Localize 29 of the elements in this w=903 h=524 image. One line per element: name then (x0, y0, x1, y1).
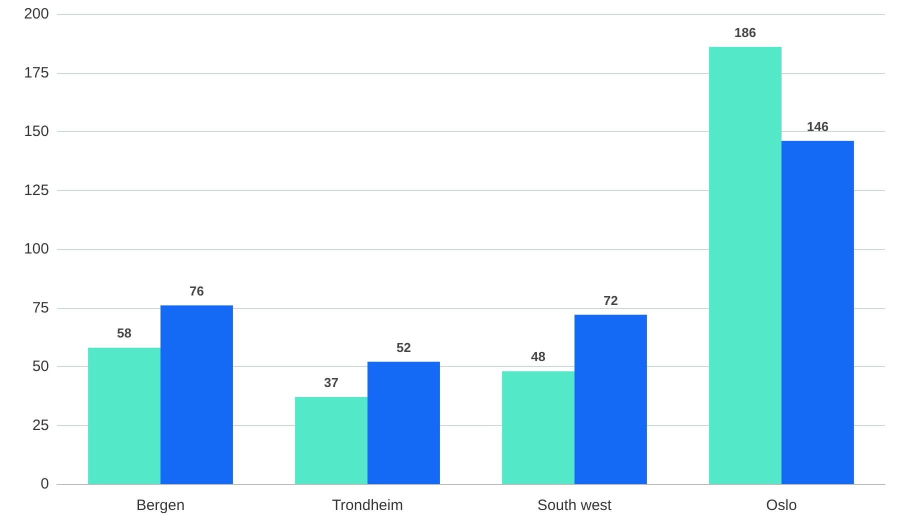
data-label: 52 (396, 340, 411, 355)
x-tick-label: South west (537, 497, 612, 514)
x-tick-label: Bergen (136, 497, 185, 514)
y-tick-label: 0 (40, 476, 49, 492)
bar (368, 362, 440, 484)
bar (88, 348, 160, 484)
data-label: 146 (806, 118, 829, 134)
bar (574, 314, 647, 484)
bar (160, 305, 233, 484)
data-label: 186 (734, 24, 756, 40)
y-tick-label: 75 (32, 299, 49, 316)
bar (295, 397, 368, 484)
x-tick-label: Trondheim (332, 497, 404, 514)
y-tick-label: 150 (24, 123, 49, 140)
data-label: 37 (324, 375, 339, 390)
y-tick-label: 200 (24, 6, 49, 22)
data-label: 48 (531, 349, 546, 364)
y-tick-label: 175 (24, 64, 49, 82)
y-tick-label: 50 (32, 358, 49, 375)
y-tick-label: 100 (24, 240, 49, 258)
bar (782, 140, 854, 484)
bar (502, 371, 574, 484)
y-tick-label: 125 (24, 182, 49, 199)
x-tick-label: Oslo (766, 497, 797, 514)
y-tick-label: 25 (32, 416, 49, 434)
bar (709, 46, 782, 484)
data-label: 58 (117, 326, 132, 341)
data-label: 76 (189, 283, 204, 298)
data-label: 72 (603, 292, 618, 308)
